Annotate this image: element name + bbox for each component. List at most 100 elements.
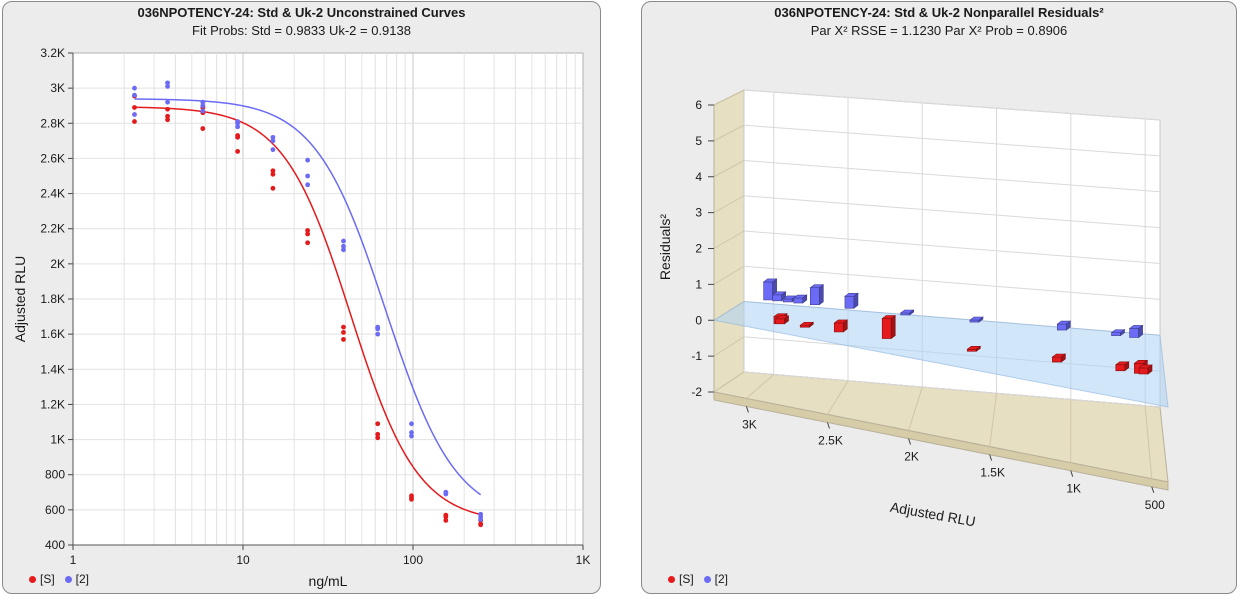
back-y-gridline (743, 265, 1161, 300)
residual-bar-std-side (842, 319, 848, 333)
data-point-uk (375, 326, 381, 332)
x-tick-label: 1K (1066, 482, 1081, 496)
data-point-std (235, 149, 241, 154)
floor-x-gridline (989, 393, 998, 447)
data-point-uk (132, 92, 137, 98)
residuals-x-axis-label: Adjusted RLU (889, 499, 977, 530)
residual-bar-std-side (1061, 353, 1066, 363)
legend-std-marker (668, 575, 675, 583)
curves-grid (73, 53, 583, 545)
floor-x-gridline (746, 374, 775, 399)
legend-std-label: [S] (40, 572, 55, 586)
y-tick-label: 1.8K (40, 292, 65, 306)
data-point-uk (341, 243, 346, 249)
data-point-std (443, 518, 449, 523)
data-point-uk (200, 99, 206, 105)
x-tick-mark (827, 422, 830, 429)
x-tick-mark (908, 438, 912, 445)
fit-curve-uk (134, 98, 482, 496)
data-point-uk (165, 99, 170, 105)
residual-bar-std-side (890, 314, 896, 340)
y-tick-label: 0 (695, 313, 702, 327)
data-point-uk (200, 103, 206, 109)
data-point-uk (305, 157, 311, 163)
side-y-gridline (713, 124, 745, 142)
residual-bar-uk-side (1138, 324, 1143, 339)
data-point-uk (478, 517, 484, 522)
residual-bar-uk-side (909, 309, 914, 316)
y-tick-label: 2.6K (40, 151, 65, 165)
curves-x-axis-label: ng/mL (309, 573, 348, 589)
legend-std-label: [S] (679, 572, 694, 586)
x-tick-mark (989, 454, 993, 461)
side-y-gridline (713, 230, 745, 249)
data-point-uk (270, 134, 276, 140)
data-point-std (409, 495, 414, 500)
back-y-gridline (743, 230, 1161, 264)
data-point-uk (235, 124, 241, 130)
x-tick-label: 1 (70, 553, 77, 567)
y-tick-label: 2.2K (40, 222, 65, 236)
data-point-std (270, 185, 276, 191)
y-tick-label: 6 (695, 98, 702, 112)
residual-bar-std (881, 318, 892, 339)
data-point-std (132, 119, 137, 124)
data-point-uk (200, 108, 206, 114)
data-point-std (375, 421, 381, 427)
y-tick-label: 1.4K (40, 362, 65, 376)
legend-uk-marker (64, 575, 72, 583)
residual-bar-uk (1129, 328, 1139, 338)
residuals-chart: -2 -1 0 1 2 3 4 5 6 3K 2.5K 2K 1.5K 1K 500 Adjusted RL… (657, 89, 1169, 530)
fit-curve-std (134, 106, 481, 516)
y-tick-label: 600 (45, 503, 65, 517)
y-tick-label: 400 (45, 538, 65, 552)
back-y-gridline (743, 124, 1161, 157)
residual-bar-uk-side (1120, 329, 1125, 337)
data-point-uk (305, 182, 311, 188)
data-point-std (165, 117, 170, 123)
y-tick-label: 1K (50, 433, 65, 447)
data-point-std (200, 126, 206, 131)
side-y-gridline (713, 160, 745, 178)
curves-chart: 400 600 800 1K 1.2K 1.4K 1.6K 1.8K 2K 2.2K 2.4K 2.6… (12, 46, 590, 589)
data-point-std (341, 337, 346, 342)
y-tick-label: -2 (691, 385, 702, 399)
residual-bar-std-side (784, 315, 789, 325)
x-tick-label: 2K (904, 450, 919, 464)
residual-bar-uk-side (978, 316, 984, 323)
data-point-uk (165, 83, 170, 89)
residual-bar-std (1115, 364, 1126, 372)
side-y-gridline (713, 371, 745, 393)
y-tick-label: 5 (695, 134, 702, 148)
data-point-std (305, 240, 311, 246)
data-point-std (235, 133, 241, 138)
data-point-uk (270, 138, 276, 144)
residual-bar-uk (782, 298, 793, 303)
data-point-uk (341, 247, 346, 253)
data-point-uk (270, 147, 276, 153)
y-tick-label: -1 (691, 349, 702, 363)
residuals-title: 036NPOTENCY-24: Std & Uk-2 Nonparallel R… (774, 5, 1104, 20)
residual-bar-std-side (1124, 361, 1130, 372)
data-point-std (270, 168, 276, 174)
floor-x-gridline (908, 386, 923, 431)
curves-y-axis-label: Adjusted RLU (12, 256, 28, 342)
residual-bar-uk (772, 294, 782, 302)
data-point-uk (375, 331, 381, 337)
residual-bar-uk-side (802, 294, 808, 304)
y-tick-label: 3 (695, 206, 702, 220)
residual-bar-uk-side (1065, 320, 1071, 331)
data-point-uk (409, 421, 414, 427)
x-tick-mark (1151, 486, 1155, 493)
x-tick-label: 2.5K (818, 434, 843, 448)
x-tick-label: 500 (1145, 498, 1165, 512)
back-y-gridline (743, 371, 1161, 408)
y-tick-label: 800 (45, 468, 65, 482)
y-tick-label: 2K (50, 257, 65, 271)
data-point-std (478, 522, 484, 528)
y-tick-label: 1.6K (40, 327, 65, 341)
data-point-std (305, 228, 311, 233)
data-point-uk (235, 119, 241, 124)
data-point-std (341, 324, 346, 330)
residual-bar-std-side (1147, 364, 1153, 375)
